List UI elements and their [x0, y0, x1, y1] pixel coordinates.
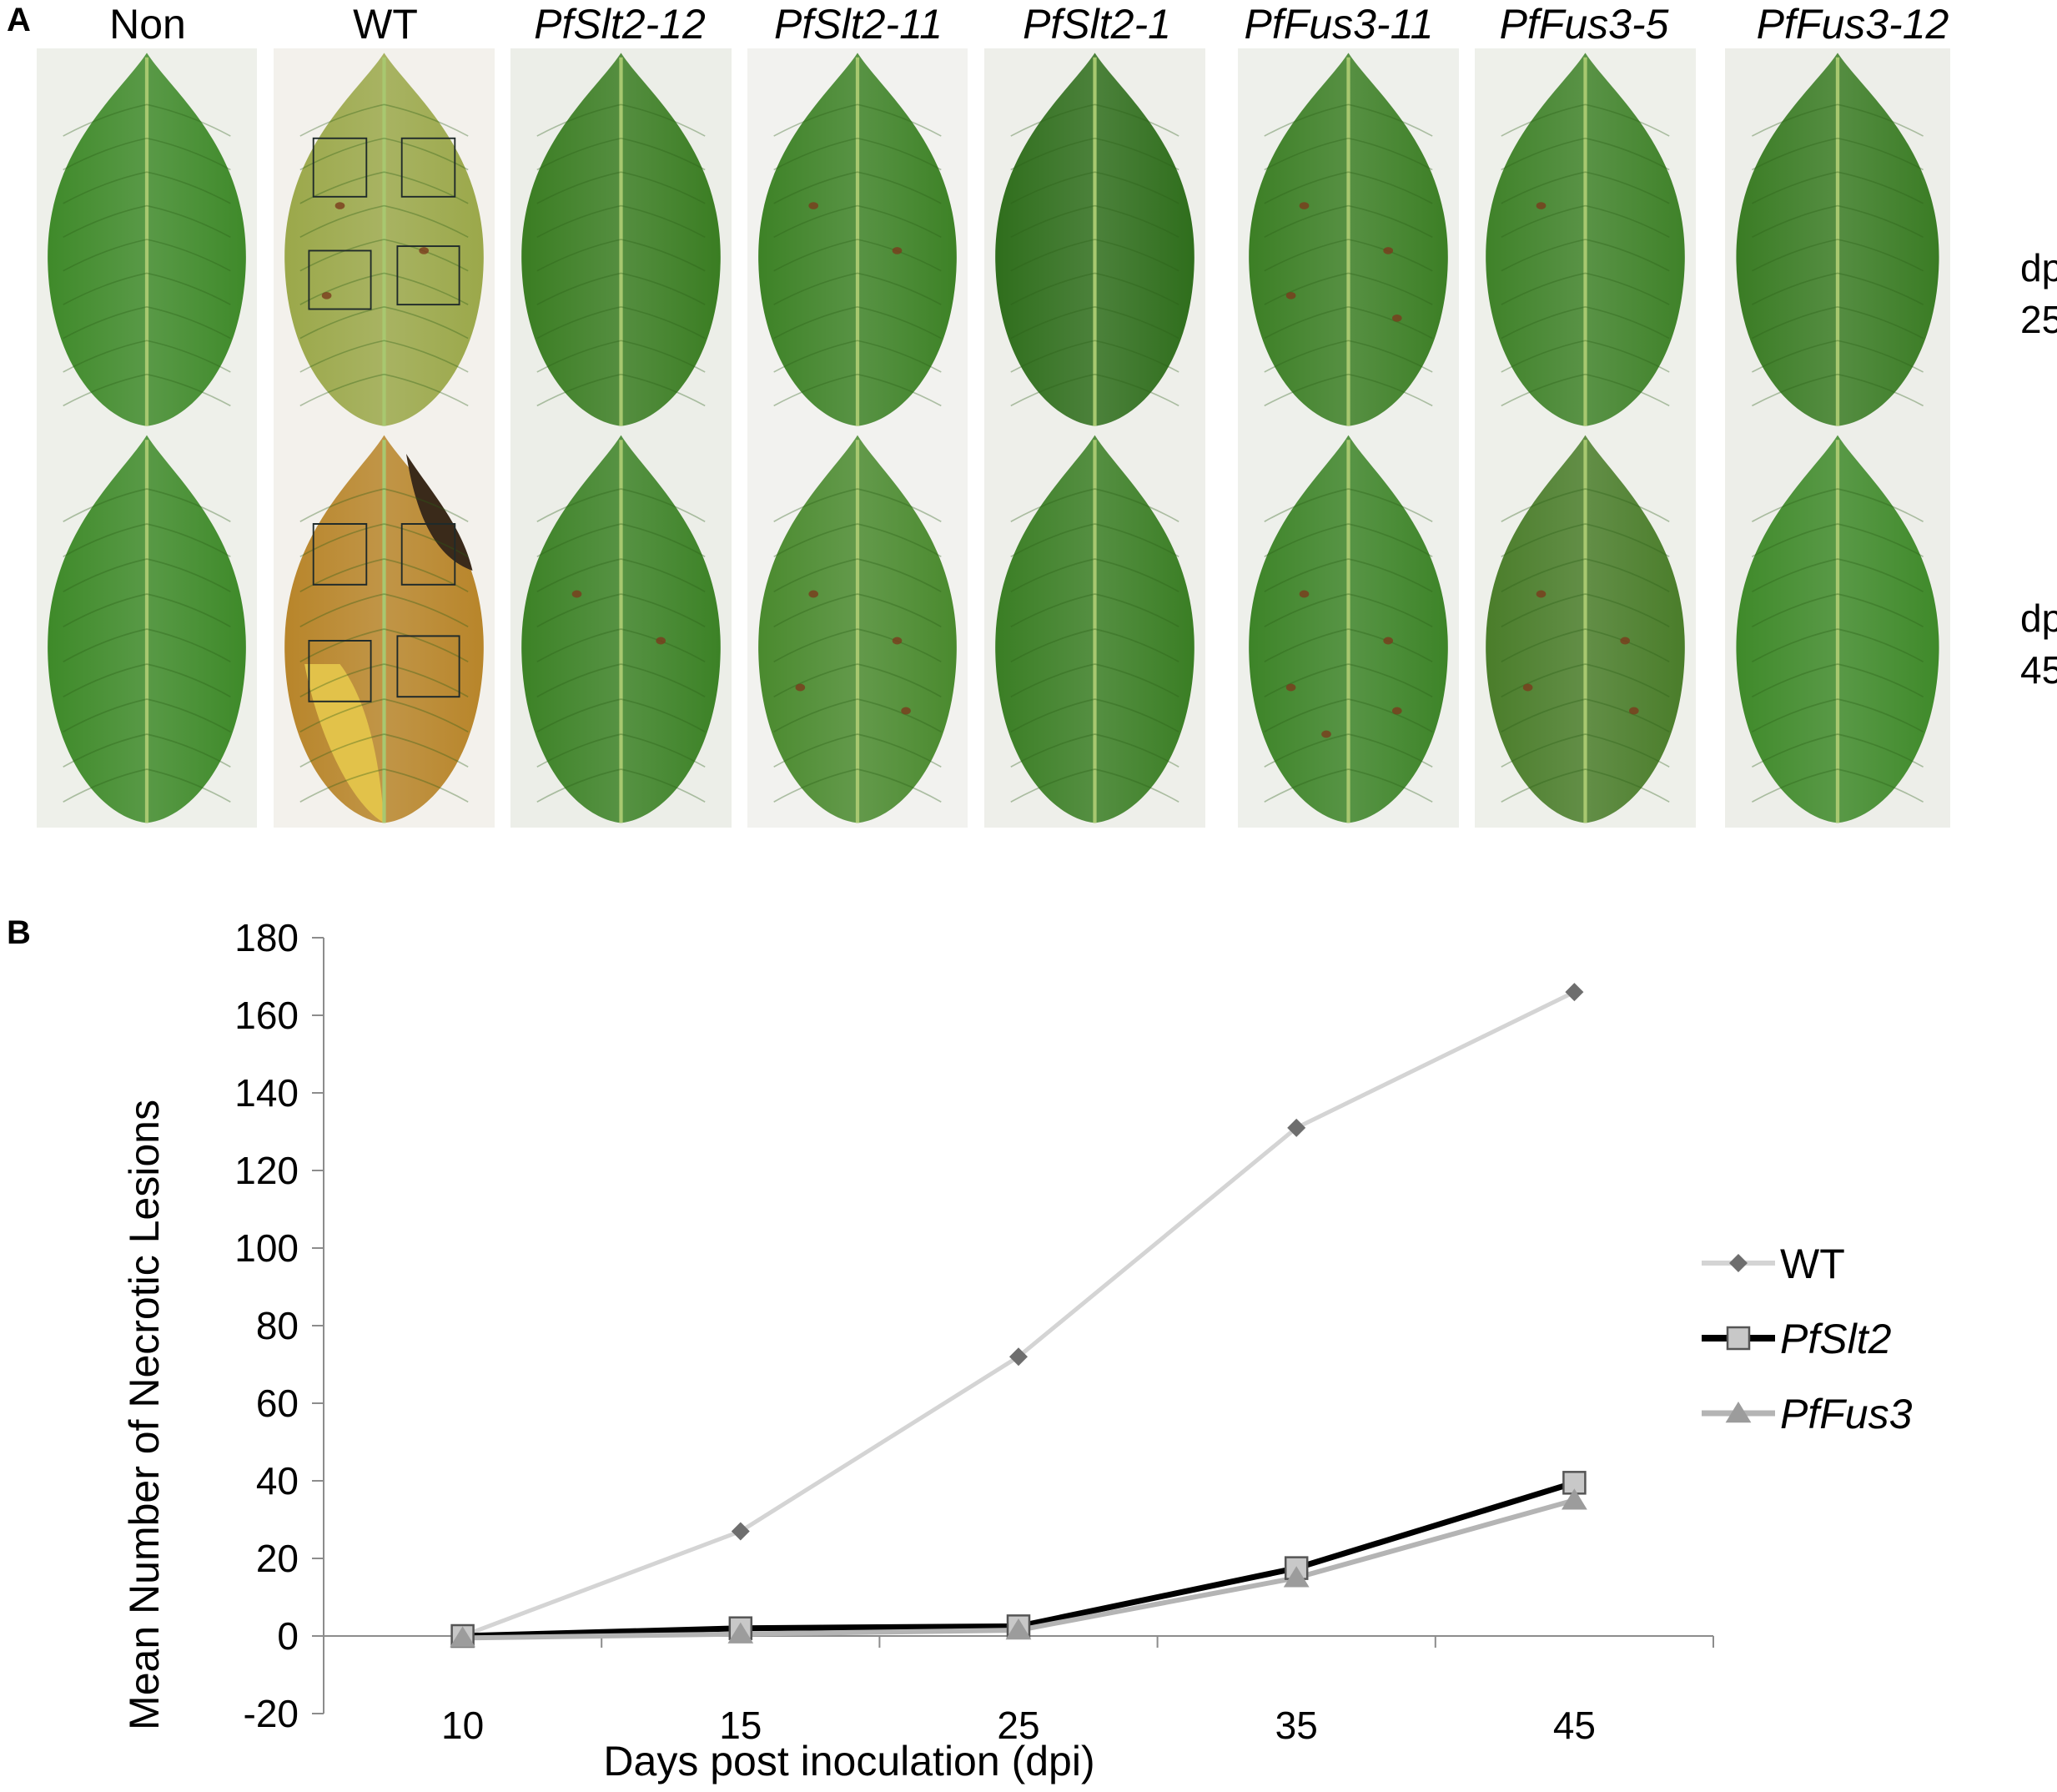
- y-tick-label: 80: [256, 1304, 299, 1347]
- y-tick-label: 100: [234, 1226, 299, 1270]
- leaf-photo: [1238, 430, 1459, 828]
- row-label-day: 45: [2020, 648, 2057, 692]
- leaf-photo: [1725, 48, 1950, 430]
- column-label-pffus3-5: PfFus3-5: [1499, 1, 1669, 48]
- y-tick-label: 180: [234, 916, 299, 959]
- leaf-photo: [274, 48, 495, 430]
- leaf-photo: [747, 430, 968, 828]
- data-point-wt: [1565, 983, 1584, 1002]
- chart-axes: -20 0 20 40 60 80 100 120 140 160 180 10 15 25 35 45: [234, 916, 1714, 1747]
- row-label-25dpi: dpi 25: [2020, 242, 2057, 345]
- column-label-non: Non: [109, 1, 186, 48]
- y-tick-label: 140: [234, 1071, 299, 1115]
- y-tick-label: 20: [256, 1537, 299, 1580]
- column-label-pffus3-11: PfFus3-11: [1244, 1, 1434, 48]
- x-tick-label: 35: [1275, 1704, 1318, 1747]
- x-tick-label: 15: [719, 1704, 762, 1747]
- legend-marker: [1725, 1402, 1752, 1423]
- y-tick-label: 0: [277, 1614, 299, 1658]
- chart-legend: WT PfSlt2 PfFus3: [1702, 1241, 1913, 1437]
- data-point-pffus3: [1562, 1488, 1587, 1510]
- series-lines: [461, 989, 1576, 1641]
- x-tick-label: 10: [441, 1704, 484, 1747]
- data-point-wt: [1287, 1118, 1306, 1137]
- y-tick-label: 160: [234, 994, 299, 1037]
- data-point-pffus3: [1005, 1618, 1032, 1640]
- data-point-wt: [731, 1522, 750, 1541]
- legend-marker: [1726, 1326, 1751, 1351]
- column-label-pfslt2-11: PfSlt2-11: [774, 1, 943, 48]
- legend-label: PfFus3: [1780, 1391, 1913, 1437]
- leaf-photo: [984, 430, 1205, 828]
- series-markers: [450, 983, 1587, 1649]
- y-tick-label: 120: [234, 1149, 299, 1192]
- column-label-pfslt2-1: PfSlt2-1: [1023, 1, 1171, 48]
- legend-label: WT: [1780, 1241, 1845, 1287]
- row-label-unit: dpi: [2020, 246, 2057, 289]
- series-line-pfslt2: [462, 1479, 1576, 1639]
- leaf-photo: [984, 48, 1205, 430]
- column-label-pfslt2-12: PfSlt2-12: [534, 1, 706, 48]
- legend-label: PfSlt2: [1780, 1316, 1892, 1362]
- leaf-photo: [1475, 48, 1696, 430]
- leaf-photo: [747, 48, 968, 430]
- leaf-photo: [1238, 48, 1459, 430]
- lesion-line-chart: -20 0 20 40 60 80 100 120 140 160 180 10 15 25 35 45 WT…: [121, 916, 1913, 1784]
- x-axis-title: Days post inoculation (dpi): [603, 1738, 1094, 1784]
- y-tick-label: -20: [244, 1692, 299, 1735]
- legend-marker: [1729, 1254, 1748, 1272]
- data-point-pffus3: [727, 1622, 754, 1644]
- x-tick-label: 25: [997, 1704, 1039, 1747]
- y-tick-label: 60: [256, 1382, 299, 1425]
- leaf-photo: [1725, 430, 1950, 828]
- row-label-day: 25: [2020, 298, 2057, 341]
- data-point-pffus3: [1283, 1566, 1310, 1588]
- x-tick-label: 45: [1553, 1704, 1596, 1747]
- leaf-photo: [1475, 430, 1696, 828]
- leaf-photo: [510, 430, 732, 828]
- y-axis-title: Mean Number of Necrotic Lesions: [121, 1100, 168, 1730]
- panel-b-label: B: [7, 914, 31, 951]
- data-point-wt: [1009, 1347, 1028, 1367]
- panel-a-label: A: [7, 2, 31, 38]
- leaf-photo: [510, 48, 732, 430]
- column-label-wt: WT: [353, 1, 418, 48]
- row-label-unit: dpi: [2020, 596, 2057, 640]
- y-tick-label: 40: [256, 1459, 299, 1503]
- column-label-pffus3-12: PfFus3-12: [1756, 1, 1949, 48]
- leaf-photo: [37, 48, 257, 430]
- data-point-pffus3: [450, 1626, 475, 1648]
- leaf-photo: [274, 430, 495, 828]
- row-label-45dpi: dpi 45: [2020, 592, 2057, 696]
- series-line-wt: [461, 989, 1576, 1638]
- leaf-photo: [37, 430, 257, 828]
